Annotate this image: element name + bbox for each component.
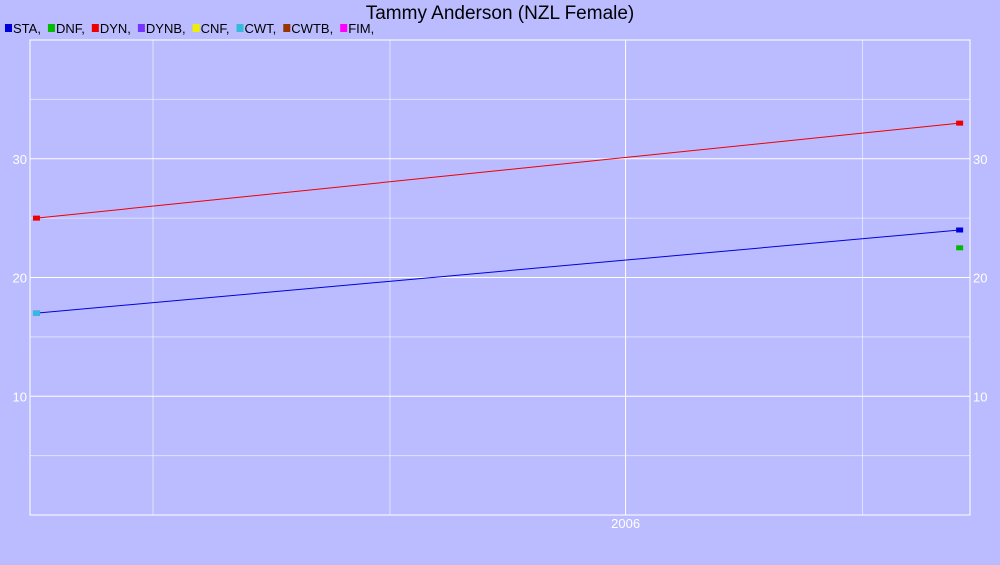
data-point-dyn (956, 120, 964, 126)
legend-label: FIM, (348, 21, 374, 36)
legend-label: DYN, (100, 21, 131, 36)
y-tick-label: 30 (13, 152, 27, 167)
y-tick-label-right: 20 (973, 271, 987, 286)
y-axis-right: 10 20 30 (973, 152, 987, 405)
series-line-sta (36, 229, 960, 314)
data-point-sta (956, 227, 964, 233)
chart-title: Tammy Anderson (NZL Female) (366, 3, 635, 24)
series-layer (32, 120, 964, 316)
legend-label: CWTB, (291, 21, 333, 36)
y-axis-left: 10 20 30 (13, 152, 27, 405)
y-tick-label-right: 10 (973, 389, 987, 404)
legend-label: CNF, (201, 21, 230, 36)
legend-label: DNF, (56, 21, 85, 36)
x-tick-label: 2006 (611, 516, 640, 531)
data-point-cwt (32, 310, 40, 316)
x-axis: 2006 (611, 516, 640, 531)
y-tick-label-right: 30 (973, 152, 987, 167)
data-point-dyn (32, 215, 40, 221)
legend-swatch (137, 24, 145, 32)
legend: STA, DNF, DYN, DYNB, CNF, CWT, CWTB, FIM, (5, 21, 374, 36)
legend-label: STA, (13, 21, 41, 36)
gridlines (30, 40, 970, 515)
legend-swatch (283, 24, 291, 32)
legend-label: CWT, (245, 21, 277, 36)
y-tick-label: 10 (13, 389, 27, 404)
legend-swatch (47, 24, 55, 32)
legend-swatch (340, 24, 348, 32)
legend-swatch (236, 24, 244, 32)
y-tick-label: 20 (13, 271, 27, 286)
legend-label: DYNB, (146, 21, 186, 36)
legend-swatch (5, 24, 12, 32)
data-point-dnf (956, 245, 964, 251)
legend-swatch (91, 24, 99, 32)
series-line-dyn (36, 122, 960, 219)
legend-swatch (192, 24, 200, 32)
